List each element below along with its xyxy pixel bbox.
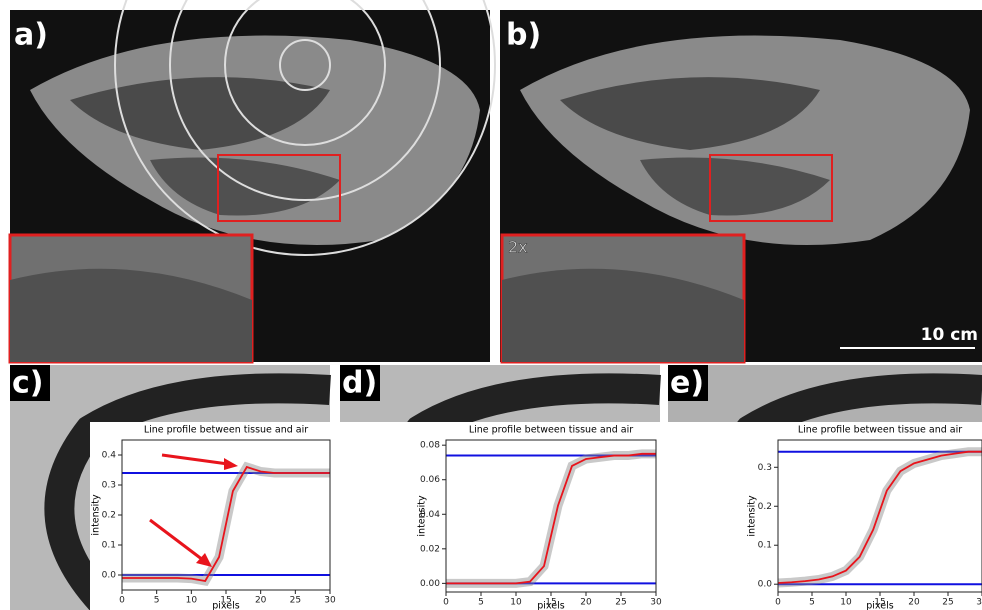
x-tick-label: 25 <box>290 596 301 606</box>
y-tick-label: 0.3 <box>758 463 772 473</box>
panel-label: c) <box>12 366 44 401</box>
x-tick-label: 0 <box>119 596 125 606</box>
x-tick-label: 0 <box>443 598 449 608</box>
y-axis-label: intensity <box>91 494 102 536</box>
x-tick-label: 30 <box>976 598 982 608</box>
panel-label: b) <box>506 18 541 53</box>
panel-label: a) <box>14 18 48 53</box>
x-tick-label: 10 <box>186 596 198 606</box>
y-tick-label: 0.2 <box>758 502 772 512</box>
y-tick-label: 0.0 <box>102 571 117 581</box>
chart-title: Line profile between tissue and air <box>469 425 633 436</box>
y-tick-label: 0.3 <box>102 481 116 491</box>
y-tick-label: 0.2 <box>102 511 116 521</box>
x-tick-label: 15 <box>545 598 556 608</box>
x-tick-label: 20 <box>908 598 920 608</box>
x-tick-label: 10 <box>840 598 852 608</box>
x-tick-label: 25 <box>615 598 626 608</box>
y-tick-label: 0.00 <box>420 579 440 589</box>
panel-label: e) <box>670 366 704 401</box>
y-tick-label: 0.04 <box>420 510 440 520</box>
x-tick-label: 20 <box>255 596 267 606</box>
y-tick-label: 0.06 <box>420 475 440 485</box>
x-tick-label: 5 <box>154 596 160 606</box>
scale-bar-label: 10 cm <box>921 325 978 345</box>
x-tick-label: 5 <box>478 598 484 608</box>
figure-canvas: a) 2x 10 cm b) c) d) e) Line profile bet… <box>0 0 982 610</box>
y-tick-label: 0.0 <box>758 580 773 590</box>
panel-label: d) <box>342 366 377 401</box>
x-tick-label: 0 <box>775 598 781 608</box>
chart-title: Line profile between tissue and air <box>144 425 308 436</box>
x-tick-label: 15 <box>874 598 885 608</box>
inset-label: 2x <box>508 238 528 257</box>
y-tick-label: 0.1 <box>758 541 772 551</box>
y-tick-label: 0.02 <box>420 544 440 554</box>
figure: a) 2x 10 cm b) c) d) e) Line profile bet… <box>0 0 982 610</box>
x-tick-label: 25 <box>942 598 953 608</box>
chart-title: Line profile between tissue and air <box>798 425 962 436</box>
y-tick-label: 0.1 <box>102 541 116 551</box>
y-tick-label: 0.4 <box>102 451 117 461</box>
x-tick-label: 10 <box>510 598 522 608</box>
y-axis-label: intensity <box>747 495 758 537</box>
y-tick-label: 0.08 <box>420 441 440 451</box>
x-tick-label: 15 <box>220 596 231 606</box>
x-tick-label: 30 <box>650 598 662 608</box>
x-tick-label: 30 <box>324 596 336 606</box>
x-tick-label: 5 <box>809 598 815 608</box>
x-tick-label: 20 <box>580 598 592 608</box>
